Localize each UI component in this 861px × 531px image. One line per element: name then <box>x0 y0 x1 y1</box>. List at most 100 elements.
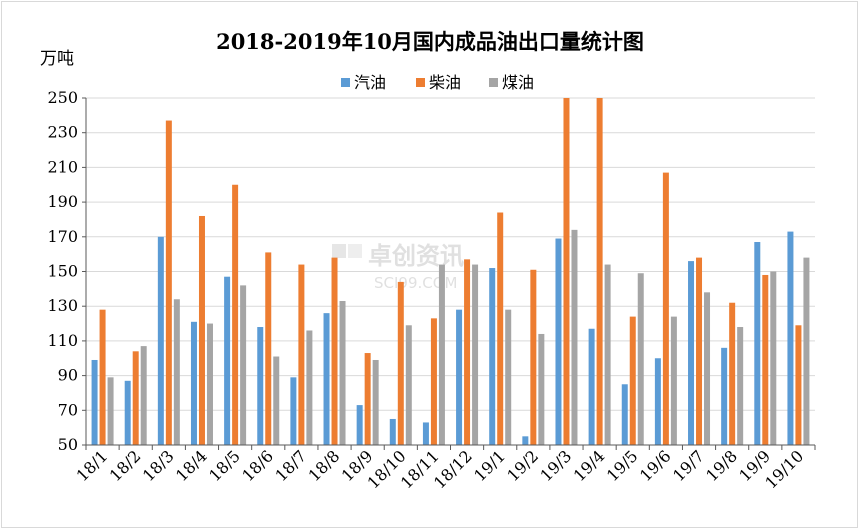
watermark-brand: 卓创资讯 <box>368 242 464 270</box>
x-tick-label: 19/8 <box>702 446 741 485</box>
bar-kerosene-19-4 <box>604 264 611 445</box>
bar-diesel-18-3 <box>165 120 172 446</box>
bar-kerosene-19-2 <box>538 333 545 445</box>
y-tick-label: 130 <box>47 296 78 315</box>
x-tick-label: 19/2 <box>503 446 542 485</box>
x-tick-label: 19/1 <box>470 446 509 485</box>
legend-swatch-diesel <box>416 78 425 87</box>
bar-gasoline-18-1 <box>91 359 98 445</box>
bar-gasoline-18-3 <box>157 236 164 445</box>
y-axis-ticks: 50 70 90 110 130 150 170 190 210 230 250 <box>47 88 86 454</box>
bar-gasoline-18-6 <box>257 327 264 445</box>
x-tick-label: 18/1 <box>73 446 112 485</box>
bar-kerosene-18-5 <box>240 285 247 445</box>
x-tick-label: 18/6 <box>238 446 277 485</box>
legend-swatch-gasoline <box>341 78 350 87</box>
watermark-logo-icon-part <box>348 244 362 258</box>
bar-gasoline-19-5 <box>621 384 628 445</box>
bar-kerosene-18-1 <box>107 377 114 445</box>
bar-gasoline-18-8 <box>323 313 330 445</box>
bar-gasoline-19-6 <box>654 358 661 445</box>
x-tick-label: 18/2 <box>106 446 145 485</box>
bar-diesel-18-1 <box>99 309 106 445</box>
bar-kerosene-19-10 <box>803 257 810 445</box>
bar-gasoline-19-10 <box>787 231 794 445</box>
bar-diesel-19-5 <box>629 316 636 445</box>
legend-label-kerosene: 煤油 <box>502 73 534 92</box>
bar-diesel-19-2 <box>530 269 537 445</box>
legend-label-gasoline: 汽油 <box>354 73 386 92</box>
bar-diesel-18-5 <box>232 184 239 445</box>
y-tick-label: 190 <box>47 192 78 211</box>
bar-kerosene-18-3 <box>173 299 180 445</box>
bar-diesel-18-11 <box>430 318 437 445</box>
legend-swatch-kerosene <box>489 78 498 87</box>
bar-diesel-19-10 <box>795 325 802 445</box>
x-tick-label: 19/5 <box>603 446 642 485</box>
x-tick-label: 18/5 <box>205 446 244 485</box>
y-tick-label: 210 <box>47 157 78 176</box>
bar-kerosene-18-2 <box>140 346 147 445</box>
bar-kerosene-19-3 <box>571 229 578 445</box>
bar-gasoline-19-7 <box>688 261 695 445</box>
bars <box>91 98 810 446</box>
bar-diesel-19-3 <box>563 98 570 445</box>
bar-gasoline-19-9 <box>754 242 761 445</box>
bar-diesel-18-2 <box>132 351 139 445</box>
bar-diesel-19-7 <box>696 257 703 445</box>
x-tick-label: 18/8 <box>305 446 344 485</box>
bar-gasoline-19-8 <box>721 347 728 445</box>
bar-kerosene-18-10 <box>405 325 412 445</box>
bar-diesel-18-4 <box>198 215 205 445</box>
bar-gasoline-19-2 <box>522 436 529 445</box>
bar-gasoline-18-7 <box>290 377 297 445</box>
x-tick-label: 18/12 <box>430 446 476 492</box>
bar-kerosene-18-4 <box>206 323 213 445</box>
y-tick-label: 250 <box>47 88 78 107</box>
bar-kerosene-19-9 <box>770 271 777 445</box>
y-tick-label: 50 <box>58 435 78 454</box>
bar-kerosene-18-12 <box>472 264 479 445</box>
y-axis-unit-label: 万吨 <box>40 49 74 69</box>
x-tick-label: 19/7 <box>669 446 708 485</box>
bar-gasoline-19-1 <box>489 268 496 445</box>
bar-gasoline-18-12 <box>456 309 463 445</box>
bar-kerosene-19-6 <box>670 316 677 445</box>
x-tick-label: 18/4 <box>172 446 211 485</box>
x-tick-label: 18/3 <box>139 446 178 485</box>
watermark: 卓创资讯 SCI99.COM <box>332 242 464 292</box>
bar-gasoline-19-3 <box>555 238 562 445</box>
bar-kerosene-18-6 <box>273 356 280 445</box>
bar-gasoline-18-10 <box>389 418 396 445</box>
bar-gasoline-18-9 <box>356 405 363 445</box>
bar-diesel-19-8 <box>729 302 736 445</box>
chart-title: 2018-2019年10月国内成品油出口量统计图 <box>216 29 644 54</box>
x-tick-label: 19/6 <box>636 446 675 485</box>
bar-diesel-19-4 <box>596 98 603 445</box>
y-tick-label: 170 <box>47 227 78 246</box>
bar-kerosene-18-7 <box>306 330 313 445</box>
bar-gasoline-19-4 <box>588 328 595 445</box>
bar-kerosene-19-5 <box>637 273 644 445</box>
x-tick-label: 19/3 <box>536 446 575 485</box>
x-tick-label: 19/4 <box>570 446 609 485</box>
bar-diesel-18-6 <box>265 252 272 445</box>
bar-kerosene-18-11 <box>438 264 445 445</box>
bar-diesel-18-9 <box>364 353 371 445</box>
bar-kerosene-19-7 <box>704 292 711 445</box>
bar-diesel-19-1 <box>497 212 504 445</box>
bar-kerosene-18-8 <box>339 300 346 445</box>
bar-diesel-18-10 <box>397 281 404 445</box>
y-tick-label: 90 <box>58 366 78 385</box>
watermark-logo-icon <box>332 244 346 258</box>
x-axis-ticks: 18/118/218/318/418/518/618/718/818/918/1… <box>73 445 816 492</box>
bar-kerosene-18-9 <box>372 359 379 445</box>
y-tick-label: 150 <box>47 262 78 281</box>
y-tick-label: 230 <box>47 123 78 142</box>
legend-label-diesel: 柴油 <box>429 73 461 92</box>
bar-diesel-19-6 <box>662 172 669 446</box>
bar-diesel-18-8 <box>331 257 338 445</box>
y-tick-label: 70 <box>58 400 78 419</box>
bar-gasoline-18-4 <box>190 321 197 445</box>
